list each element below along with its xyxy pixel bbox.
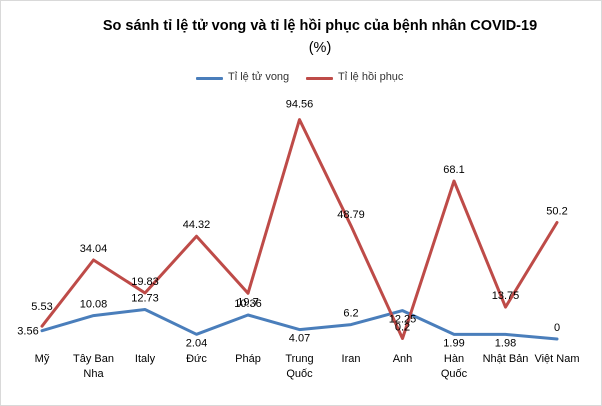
data-label-s1-3: 44.32 — [183, 219, 211, 231]
legend-swatch-death-rate — [196, 77, 223, 80]
x-tick-label-4: Pháp — [235, 353, 261, 365]
legend-label-recovery-rate: Tỉ lệ hồi phục — [338, 71, 404, 83]
data-label-s1-2: 19.83 — [131, 276, 159, 288]
x-tick-label-1: Tây Ban Nha — [73, 353, 114, 380]
x-tick-label-6: Iran — [342, 353, 361, 365]
data-label-s0-4: 10.36 — [234, 298, 262, 310]
data-label-s0-7: 12.25 — [389, 314, 417, 326]
data-label-s0-2: 12.73 — [131, 292, 159, 304]
chart-subtitle: (%) — [308, 40, 332, 56]
data-label-s0-0: 3.56 — [17, 326, 38, 338]
data-label-s1-9: 13.75 — [492, 290, 520, 302]
series-line-0 — [40, 308, 559, 341]
x-tick-label-2: Italy — [135, 353, 156, 365]
data-label-s1-10: 50.2 — [546, 206, 567, 218]
chart-title: So sánh tỉ lệ tử vong và tỉ lệ hồi phục … — [102, 18, 538, 34]
data-label-s1-5: 94.56 — [286, 99, 314, 111]
data-label-s0-10: 0 — [554, 322, 560, 334]
x-tick-label-8: Hàn Quốc — [441, 353, 468, 380]
data-label-s0-3: 2.04 — [186, 337, 207, 349]
data-label-s0-5: 4.07 — [289, 333, 310, 345]
x-tick-label-9: Nhật Bản — [483, 353, 529, 365]
data-label-s1-8: 68.1 — [443, 164, 464, 176]
data-label-s1-0: 5.53 — [31, 301, 52, 313]
x-tick-label-7: Anh — [393, 353, 413, 365]
data-label-s1-6: 48.79 — [337, 209, 365, 221]
x-tick-label-5: Trung Quốc — [285, 353, 313, 380]
data-label-s1-1: 34.04 — [80, 243, 108, 255]
legend-label-death-rate: Tỉ lệ tử vong — [228, 71, 290, 83]
chart-legend: Tỉ lệ tử vong Tỉ lệ hồi phục — [0, 70, 602, 86]
x-tick-label-10: Việt Nam — [534, 353, 579, 365]
x-tick-label-0: Mỹ — [35, 353, 50, 365]
series-line-1 — [40, 118, 559, 340]
data-label-s1-7: 0.2 — [395, 322, 410, 334]
data-label-s0-8: 1.99 — [443, 337, 464, 349]
data-label-s0-9: 1.98 — [495, 337, 516, 349]
data-label-s1-4: 19.7 — [237, 296, 258, 308]
data-label-s0-6: 6.2 — [343, 308, 358, 320]
data-label-s0-1: 10.08 — [80, 299, 108, 311]
legend-swatch-recovery-rate — [306, 77, 333, 80]
x-tick-label-3: Đức — [186, 353, 207, 365]
